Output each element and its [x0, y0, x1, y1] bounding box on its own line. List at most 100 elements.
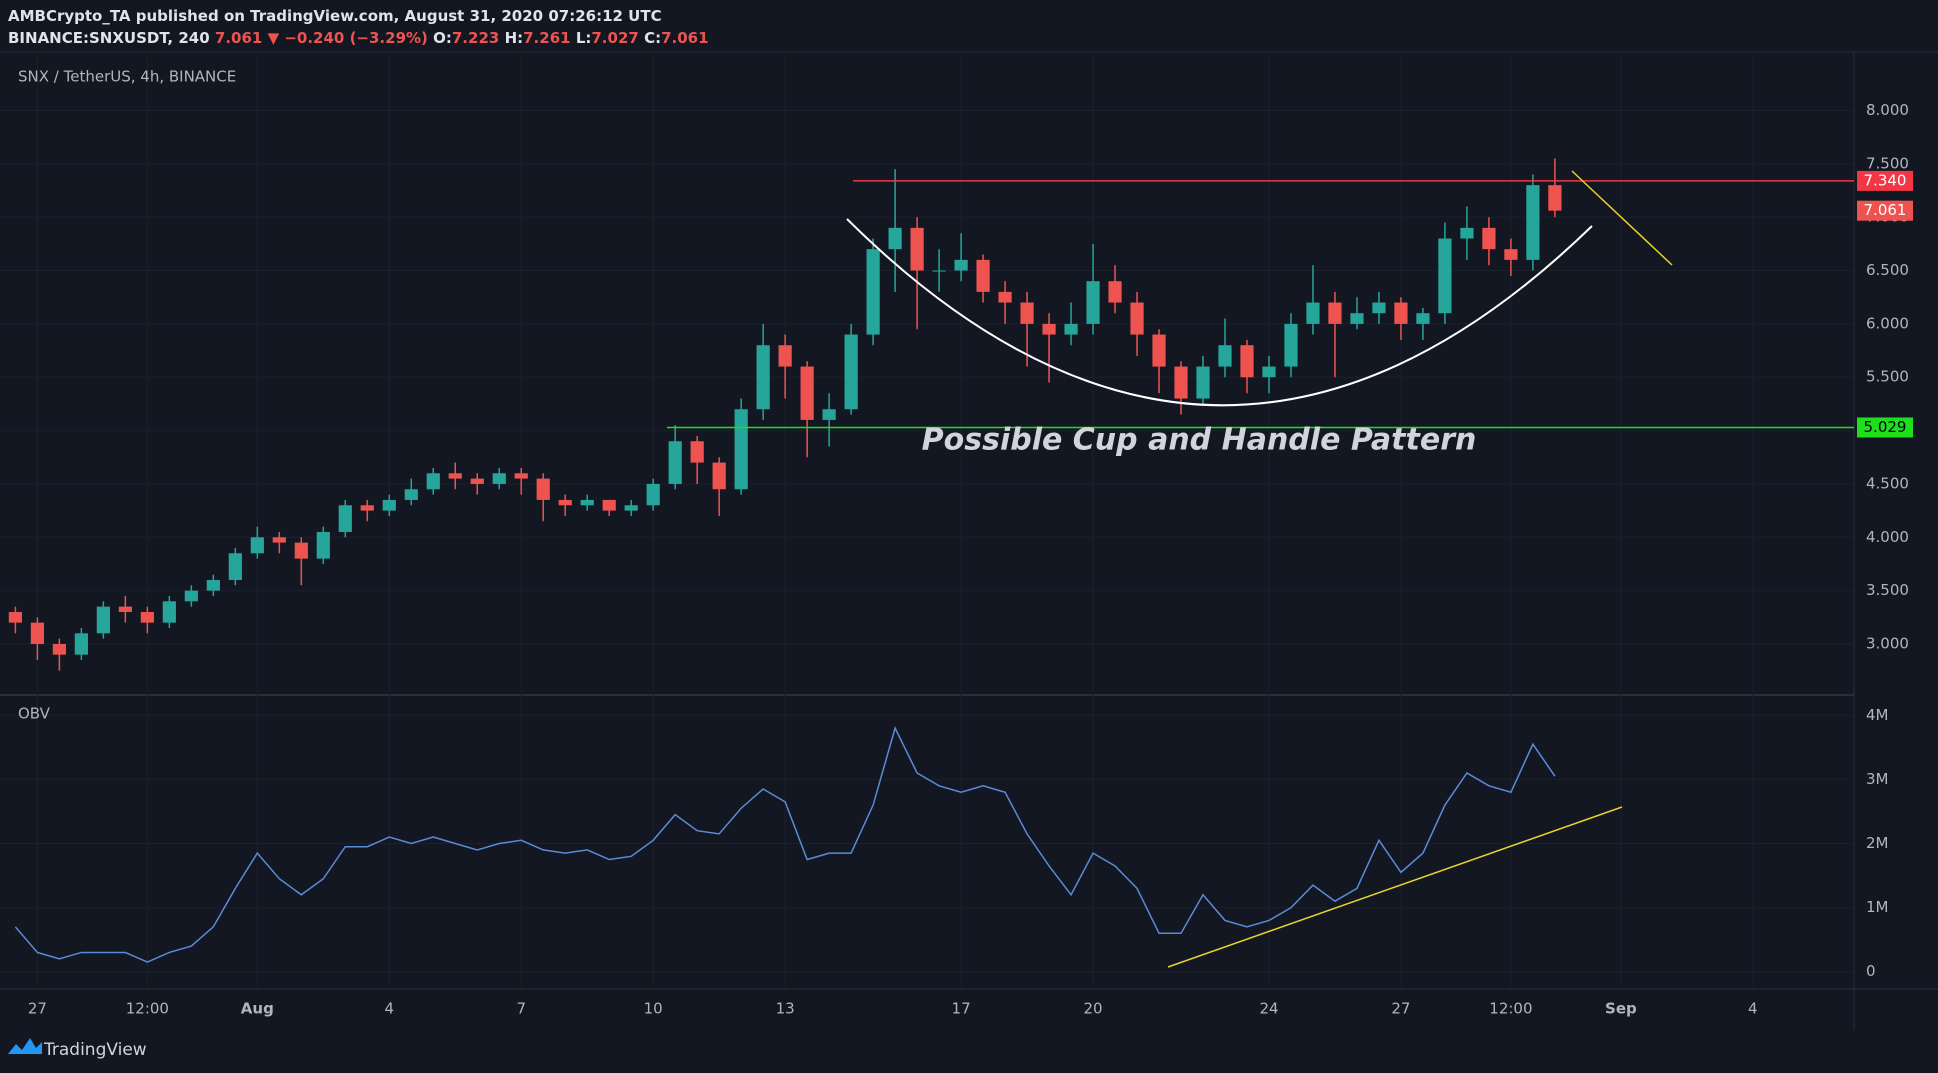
candle-body: [602, 499, 616, 511]
candle-body: [1548, 185, 1562, 211]
y-tick-label: 6.500: [1866, 261, 1909, 279]
candle-body: [1174, 366, 1188, 399]
y-tick-label: 3.000: [1866, 634, 1909, 652]
candle-body: [8, 611, 22, 623]
grid: [0, 52, 1854, 989]
candle-body: [690, 441, 704, 463]
x-tick-label: 27: [1391, 1000, 1410, 1018]
pane-title: SNX / TetherUS, 4h, BINANCE: [18, 68, 236, 86]
candle-body: [998, 291, 1012, 303]
candle-body: [74, 633, 88, 655]
candle-body: [250, 537, 264, 554]
obv-line: [14, 726, 1556, 963]
candle-body: [822, 409, 836, 420]
ohlc-label: O:: [433, 29, 452, 47]
candle-body: [1504, 249, 1518, 260]
candle-body: [1218, 345, 1232, 367]
candle-body: [1108, 281, 1122, 303]
candle-body: [954, 259, 968, 271]
cup-curve: [846, 218, 1593, 407]
ohlc-value: 7.223: [452, 29, 499, 47]
candle-body: [426, 473, 440, 490]
candle-body: [1306, 302, 1320, 324]
candle-body: [888, 227, 902, 250]
obv-title: OBV: [18, 705, 51, 723]
candle-body: [118, 606, 132, 612]
ohlc-value: 7.261: [523, 29, 570, 47]
candle-body: [96, 606, 110, 634]
candle-body: [668, 441, 682, 484]
candle-body: [1526, 185, 1540, 260]
y-tick-label: 6.000: [1866, 314, 1909, 332]
candle-body: [734, 409, 748, 490]
candle-body: [140, 611, 154, 623]
candle-body: [646, 483, 660, 506]
y-tick-label: 5.500: [1866, 368, 1909, 386]
x-tick-label: 7: [516, 1000, 526, 1018]
publisher-line: AMBCrypto_TA published on TradingView.co…: [8, 7, 662, 25]
candle-body: [162, 601, 176, 623]
y-tick-label: 7.500: [1866, 154, 1909, 172]
candle-body: [800, 366, 814, 420]
candle-body: [1262, 366, 1276, 378]
symbol: BINANCE:SNXUSDT, 240: [8, 29, 210, 47]
last-price-label: 7.061: [1864, 201, 1907, 219]
candle-body: [756, 345, 770, 410]
handle-trendline: [1571, 170, 1673, 266]
price-label: 7.340: [1864, 171, 1907, 189]
logo: TradingView: [8, 1038, 147, 1060]
ohlc-label: C:: [644, 29, 661, 47]
candle-body: [30, 622, 44, 644]
y-tick-label: 8.000: [1866, 101, 1909, 119]
y-tick-label: 0: [1866, 962, 1876, 980]
candle-body: [1064, 323, 1078, 335]
candle-body: [778, 345, 792, 367]
candle-body: [404, 489, 418, 500]
candle-body: [1372, 302, 1386, 314]
symbol-line: BINANCE:SNXUSDT, 240 7.061 ▼ −0.240 (−3.…: [8, 29, 709, 47]
price-label-box: [1857, 417, 1913, 438]
last-price-box: [1857, 200, 1913, 221]
x-tick-label: 20: [1083, 1000, 1102, 1018]
ohlc-value: 7.027: [591, 29, 638, 47]
candle-body: [360, 505, 374, 511]
candle-body: [448, 473, 462, 479]
annotation: Possible Cup and Handle Pattern: [922, 423, 1477, 458]
y-tick-label: 2M: [1866, 834, 1889, 852]
ohlc-label: H:: [505, 29, 524, 47]
logo-icon: [8, 1038, 42, 1054]
candle-body: [1086, 281, 1100, 324]
x-tick-label: 12:00: [1489, 1000, 1532, 1018]
price-label: 5.029: [1864, 418, 1907, 436]
candle-body: [844, 334, 858, 410]
candle-body: [580, 499, 594, 506]
ohlc-label: L:: [576, 29, 592, 47]
obv-trendline: [1167, 806, 1623, 968]
candle-body: [1416, 313, 1430, 324]
candle-body: [1328, 302, 1342, 324]
x-tick-label: 17: [952, 1000, 971, 1018]
y-tick-label: 1M: [1866, 898, 1889, 916]
y-tick-label: 4.000: [1866, 528, 1909, 546]
x-tick-label: 24: [1259, 1000, 1278, 1018]
axis-labels: 27 12:00 Aug 4 7 10 13 17 20 24 27 12:00 Sep 4 3.000 3.…: [28, 101, 1913, 1018]
x-tick-label: 12:00: [126, 1000, 169, 1018]
candle-body: [1020, 302, 1034, 324]
candle-body: [932, 270, 946, 272]
x-tick-label: 27: [28, 1000, 47, 1018]
candle-body: [184, 590, 198, 602]
marks: [8, 158, 1854, 963]
y-tick-label: 3M: [1866, 770, 1889, 788]
candle-body: [1460, 227, 1474, 239]
candle-body: [1394, 302, 1408, 324]
y-tick-label: 3.500: [1866, 581, 1909, 599]
x-tick-label: 13: [776, 1000, 795, 1018]
candle-body: [228, 553, 242, 580]
candle-body: [1350, 313, 1364, 324]
candle-body: [536, 478, 550, 500]
candle-body: [1284, 323, 1298, 367]
x-tick-label: Aug: [241, 1000, 274, 1018]
brand: TradingView: [43, 1040, 147, 1060]
